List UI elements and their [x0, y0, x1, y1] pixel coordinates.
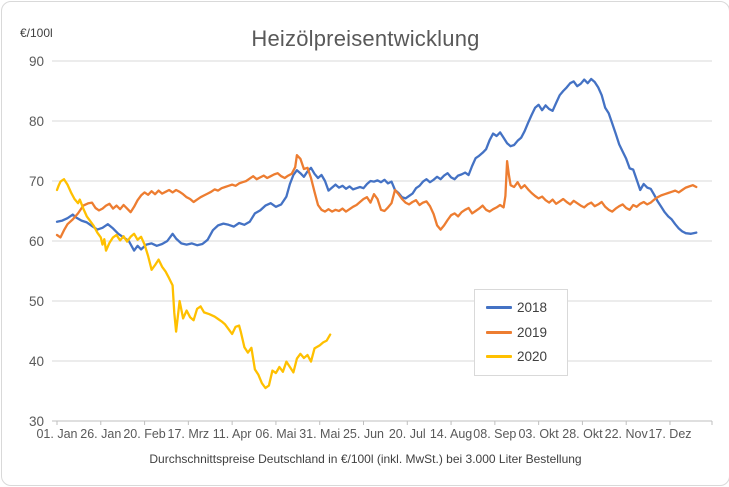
y-tick-label-70: 70: [29, 174, 44, 189]
legend-line-sample-2020: [486, 355, 512, 359]
legend-item-2018[interactable]: 2018: [486, 301, 556, 315]
series-line-2020[interactable]: [55, 178, 332, 390]
x-tick-label-6: 31. Mai: [299, 427, 340, 441]
x-tick-label-4: 11. Apr: [213, 427, 252, 441]
legend-line-sample-2018: [486, 306, 512, 310]
x-tick-label-9: 14. Aug: [430, 427, 472, 441]
x-tick-label-3: 17. Mrz: [168, 427, 210, 441]
y-tick-label-90: 90: [29, 54, 44, 69]
x-tick-label-1: 26. Jan: [80, 427, 121, 441]
x-tick-label-7: 25. Jun: [343, 427, 384, 441]
x-tick-label-14: 17. Dez: [648, 427, 691, 441]
legend-label-2018: 2018: [517, 300, 548, 315]
y-tick-label-30: 30: [29, 414, 44, 429]
series-line-2019[interactable]: [55, 154, 698, 239]
legend-item-2019[interactable]: 2019: [486, 324, 556, 340]
series-line-2018[interactable]: [55, 77, 698, 252]
chart-footnote: Durchschnittspreise Deutschland in €/100…: [149, 452, 582, 466]
legend: 2018 2019 2020: [474, 289, 568, 376]
legend-item-2020[interactable]: 2020: [486, 350, 556, 364]
chart-title: Heizölpreisentwicklung: [251, 26, 480, 51]
legend-line-sample-2019: [486, 330, 512, 334]
y-tick-label-80: 80: [29, 114, 44, 129]
y-axis-unit-label: €/100l: [20, 26, 53, 40]
x-tick-label-12: 28. Okt: [562, 427, 603, 441]
legend-label-2020: 2020: [517, 349, 548, 364]
legend-label-2019: 2019: [517, 324, 548, 340]
y-tick-label-50: 50: [29, 294, 44, 309]
x-tick-label-0: 01. Jan: [36, 427, 77, 441]
x-tick-label-10: 08. Sep: [473, 427, 516, 441]
y-tick-label-60: 60: [29, 234, 44, 249]
x-tick-label-13: 22. Nov: [605, 427, 649, 441]
x-tick-label-5: 06. Mai: [255, 427, 296, 441]
x-tick-label-11: 03. Okt: [518, 427, 559, 441]
x-tick-label-2: 20. Feb: [123, 427, 165, 441]
x-tick-label-8: 20. Jul: [389, 427, 426, 441]
y-tick-label-40: 40: [29, 354, 44, 369]
